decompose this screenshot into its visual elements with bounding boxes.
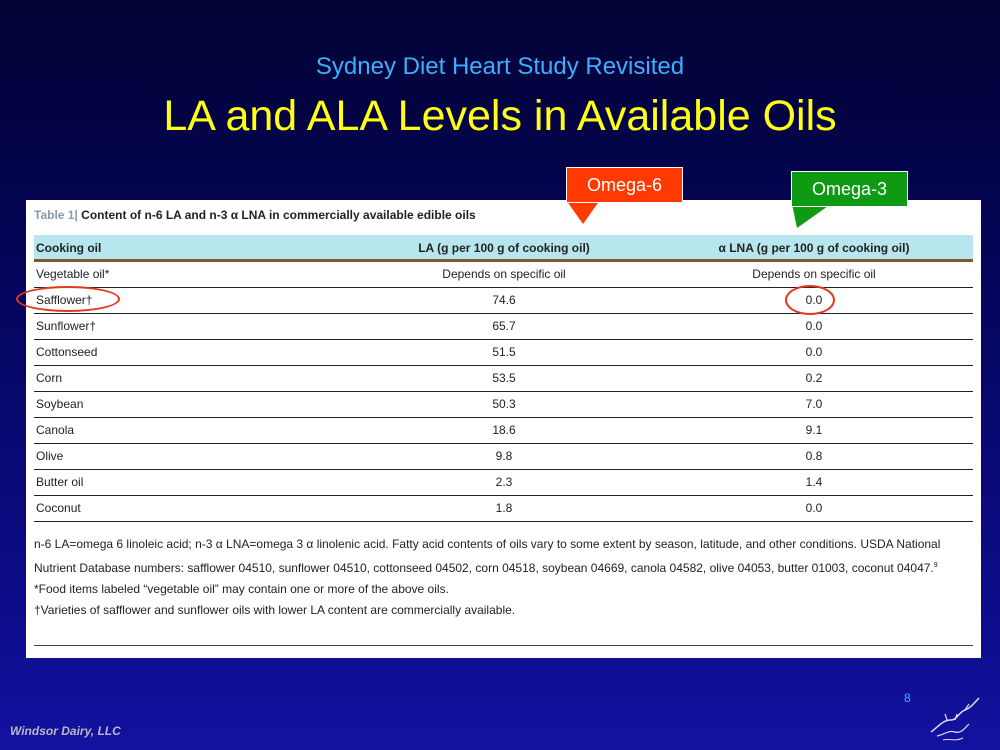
cell-alna: 0.0 [805,501,823,515]
table-row: Sunflower† 65.7 0.0 [34,314,973,340]
table-caption: Table 1| Content of n-6 LA and n-3 α LNA… [34,208,476,222]
cell-alna: Depends on specific oil [752,267,876,281]
cell-la: 74.6 [492,293,516,307]
table-row: Corn 53.5 0.2 [34,366,973,392]
cell-la: 2.3 [495,475,513,489]
slide-title: LA and ALA Levels in Available Oils [163,92,837,140]
cell-alna: 0.2 [805,371,823,385]
cell-oil: Corn [36,371,63,385]
table-footnotes: n-6 LA=omega 6 linoleic acid; n-3 α LNA=… [34,534,973,621]
cell-oil: Olive [36,449,64,463]
header-rule [34,259,973,262]
company-logo-icon [930,697,980,741]
omega3-callout-pointer [792,204,831,228]
cell-oil: Vegetable oil* [36,267,110,281]
omega6-callout-pointer [566,200,600,224]
footnote-varieties: †Varieties of safflower and sunflower oi… [34,603,516,617]
cell-la: 51.5 [492,345,516,359]
table-header-row: Cooking oil LA (g per 100 g of cooking o… [34,235,973,259]
cell-la: 9.8 [495,449,513,463]
cell-oil: Coconut [36,501,81,515]
cell-alna: 0.0 [805,319,823,333]
cell-oil: Soybean [36,397,84,411]
cell-la: 18.6 [492,423,516,437]
cell-la: 1.8 [495,501,513,515]
bottom-rule [34,645,973,646]
table-panel: Table 1| Content of n-6 LA and n-3 α LNA… [26,200,981,658]
omega3-callout: Omega-3 [791,171,908,207]
footnote-reference: 9 [933,562,938,569]
omega6-callout: Omega-6 [566,167,683,203]
footer-company: Windsor Dairy, LLC [10,724,121,738]
table-row: Canola 18.6 9.1 [34,418,973,444]
page-number: 8 [904,691,911,705]
cell-oil: Canola [36,423,75,437]
table-number: Table 1| [34,208,78,222]
cell-alna: 9.1 [805,423,823,437]
slide-subtitle: Sydney Diet Heart Study Revisited [315,53,685,80]
table-row: Coconut 1.8 0.0 [34,496,973,522]
cell-oil: Cottonseed [36,345,98,359]
cell-alna: 7.0 [805,397,823,411]
table-row: Butter oil 2.3 1.4 [34,470,973,496]
table-caption-text: Content of n-6 LA and n-3 α LNA in comme… [81,208,476,222]
cell-oil: Sunflower† [36,319,97,333]
table-row: Cottonseed 51.5 0.0 [34,340,973,366]
cell-alna: 0.0 [805,345,823,359]
cell-alna: 1.4 [805,475,823,489]
header-la: LA (g per 100 g of cooking oil) [418,241,590,255]
footnote-abbreviations: n-6 LA=omega 6 linoleic acid; n-3 α LNA=… [34,534,973,579]
table-row: Soybean 50.3 7.0 [34,392,973,418]
table-row: Olive 9.8 0.8 [34,444,973,470]
cell-la: 53.5 [492,371,516,385]
footnote-vegetable-oil: *Food items labeled “vegetable oil” may … [34,582,449,596]
safflower-alna-highlight-ellipse [785,285,835,315]
cell-la: 65.7 [492,319,516,333]
safflower-highlight-ellipse [16,286,120,312]
cell-alna: 0.8 [805,449,823,463]
cell-oil: Butter oil [36,475,84,489]
header-cooking-oil: Cooking oil [36,241,102,255]
cell-la: 50.3 [492,397,516,411]
cell-la: Depends on specific oil [442,267,566,281]
footnote-abbreviations-text: n-6 LA=omega 6 linoleic acid; n-3 α LNA=… [34,537,941,575]
table-row: Vegetable oil* Depends on specific oil D… [34,262,973,288]
header-alna: α LNA (g per 100 g of cooking oil) [718,241,910,255]
